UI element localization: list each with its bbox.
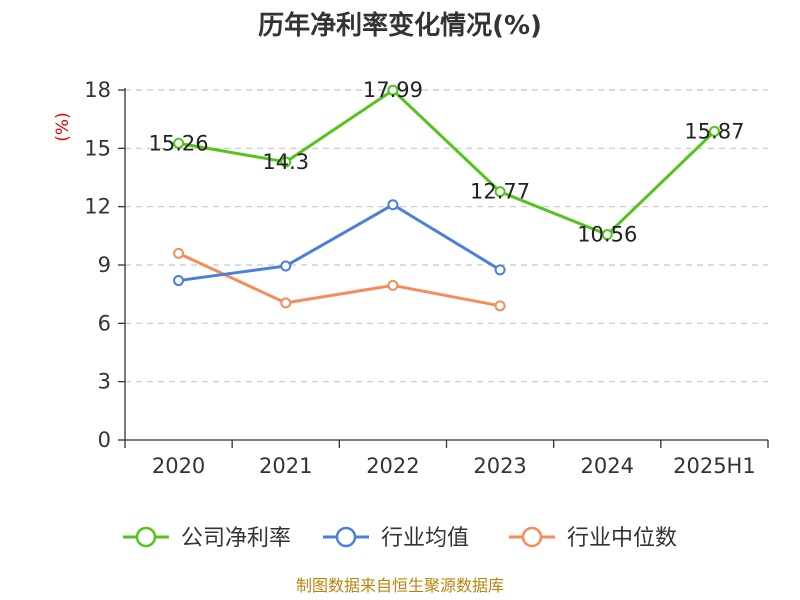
x-tick-label: 2022 [366, 454, 419, 478]
y-tick-label: 6 [98, 311, 111, 335]
series-lines [173, 84, 720, 312]
data-label: 10.56 [577, 223, 637, 247]
data-label: 14.3 [262, 150, 309, 174]
y-tick-label: 15 [84, 136, 111, 160]
series-line [177, 251, 501, 308]
data-label: 15.87 [684, 119, 744, 143]
data-point [494, 300, 506, 312]
x-tick-label: 2020 [152, 454, 205, 478]
y-tick-label: 3 [98, 370, 111, 394]
data-label: 17.99 [363, 78, 423, 102]
legend-label: 行业均值 [381, 526, 469, 551]
chart-title: 历年净利率变化情况(%) [258, 10, 542, 41]
legend-marker [335, 526, 357, 548]
legend-label: 公司净利率 [181, 526, 291, 551]
x-tick-label: 2023 [473, 454, 526, 478]
data-point [387, 199, 399, 211]
data-label: 12.77 [470, 180, 530, 204]
legend: 公司净利率 行业均值 行业中位数 [123, 526, 677, 551]
legend-label: 行业中位数 [567, 526, 677, 551]
y-tick-label: 9 [98, 253, 111, 277]
data-point [387, 84, 399, 96]
y-tick-label: 0 [98, 428, 111, 452]
data-labels: 15.26 14.3 17.99 12.77 10.56 15.87 [149, 78, 745, 246]
data-point [387, 279, 399, 291]
axes: 0 3 6 9 12 15 18 2020 2021 2022 2023 2024 2025H1 [84, 78, 769, 478]
legend-marker [521, 526, 543, 548]
data-label: 15.26 [149, 131, 209, 155]
series-line [178, 203, 501, 283]
legend-marker [135, 526, 157, 548]
data-point [494, 186, 506, 198]
x-tick-label: 2024 [581, 454, 634, 478]
data-point [708, 125, 720, 137]
data-point [173, 247, 185, 259]
x-tick-label: 2025H1 [673, 454, 756, 478]
data-point [494, 264, 506, 276]
data-point [601, 229, 613, 241]
data-point [280, 260, 292, 272]
data-point [280, 156, 292, 168]
data-point [280, 297, 292, 309]
x-tick-label: 2021 [259, 454, 312, 478]
source-note: 制图数据来自恒生聚源数据库 [296, 576, 504, 595]
y-tick-label: 12 [84, 195, 111, 219]
data-point [173, 137, 185, 149]
series-line [178, 88, 716, 237]
y-axis-unit-label: (%) [53, 112, 73, 141]
gridlines [125, 89, 768, 383]
data-point [173, 275, 185, 287]
y-tick-label: 18 [84, 78, 111, 102]
